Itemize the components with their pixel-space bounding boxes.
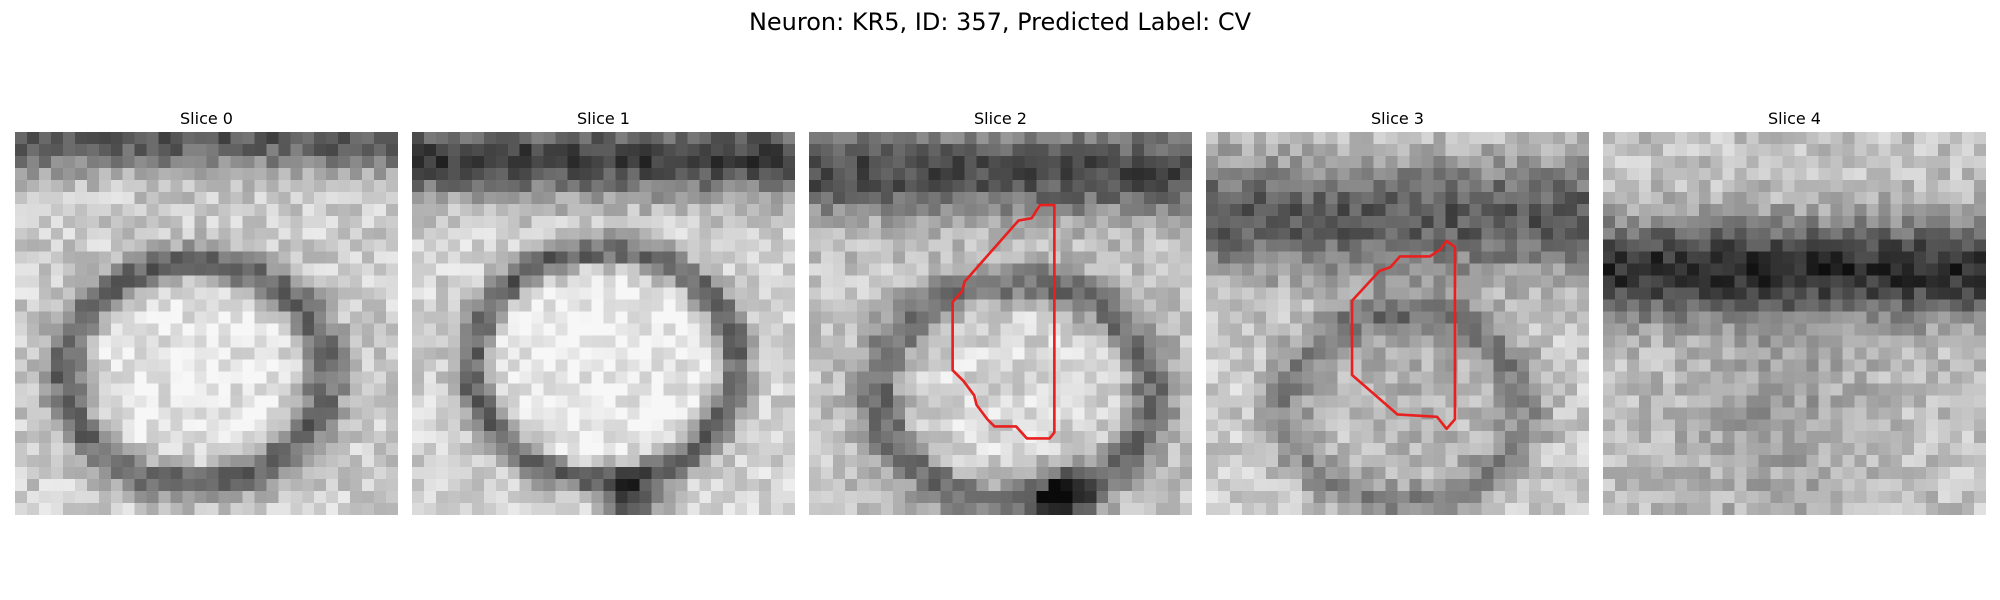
- slice-title: Slice 2: [974, 109, 1027, 128]
- slice-title: Slice 0: [180, 109, 233, 128]
- slice-title: Slice 1: [577, 109, 630, 128]
- slice-panel-0: Slice 0: [15, 108, 398, 515]
- slice-panel-1: Slice 1: [412, 108, 795, 515]
- segmentation-contour: [1350, 239, 1457, 431]
- slice-image: [412, 132, 795, 515]
- slice-panel-4: Slice 4: [1603, 108, 1986, 515]
- slice-image: [1206, 132, 1589, 515]
- slice-image: [809, 132, 1192, 515]
- slice-image: [1603, 132, 1986, 515]
- slice-title: Slice 4: [1768, 109, 1821, 128]
- slice-image: [15, 132, 398, 515]
- segmentation-contour: [951, 203, 1056, 440]
- slice-title: Slice 3: [1371, 109, 1424, 128]
- slice-panel-2: Slice 2: [809, 108, 1192, 515]
- slice-panel-3: Slice 3: [1206, 108, 1589, 515]
- figure-title: Neuron: KR5, ID: 357, Predicted Label: C…: [748, 8, 1252, 36]
